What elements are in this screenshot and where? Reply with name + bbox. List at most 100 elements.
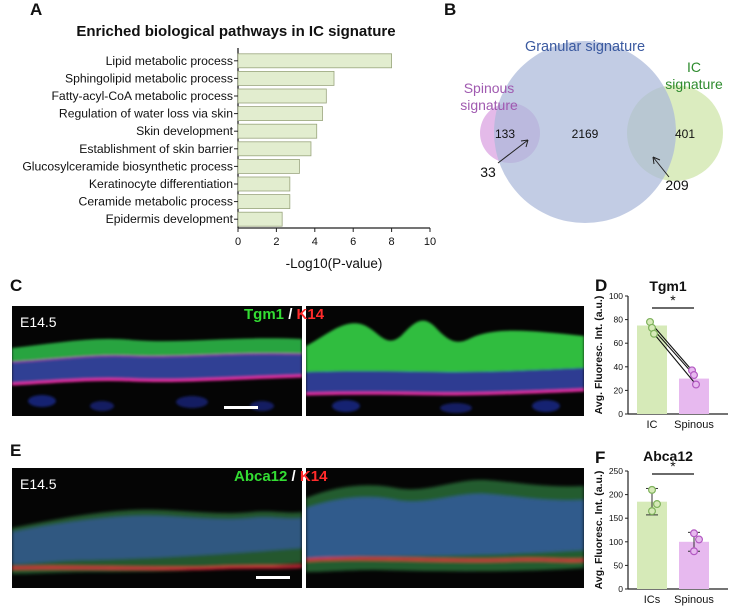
small-chart-y-tick-label: 200 xyxy=(609,490,623,500)
chart-a-bar xyxy=(237,123,318,139)
chart-a-pathways: Enriched biological pathways in IC signa… xyxy=(22,23,436,271)
micrograph-e-left: E14.5 xyxy=(12,468,302,588)
chart-a-bar xyxy=(237,71,335,86)
panel-letter-c: C xyxy=(10,276,23,295)
small-chart-data-point xyxy=(689,371,698,380)
chart-a-bar xyxy=(237,194,291,210)
chart-a-x-tick-label: 4 xyxy=(312,236,318,248)
venn-label-spinous-2: signature xyxy=(460,97,518,113)
small-chart-significance-star: * xyxy=(670,458,676,474)
small-chart-title: Abca12 xyxy=(643,448,693,464)
small-chart-pair-line xyxy=(651,327,695,376)
chart-a-bar xyxy=(237,176,291,192)
small-chart-y-tick-label: 100 xyxy=(609,291,623,301)
stage-label-c: E14.5 xyxy=(20,314,57,330)
stage-label-e: E14.5 xyxy=(20,476,57,492)
small-chart-significance-star: * xyxy=(670,292,676,308)
marker-slash-e: / xyxy=(291,468,296,485)
marker-label-c: Tgm1 / K14 xyxy=(244,306,324,323)
chart-a-category-label: Epidermis development xyxy=(106,212,234,226)
small-chart-x-tick-label: Spinous xyxy=(674,419,714,431)
chart-a-bar xyxy=(237,53,393,69)
chart-a-category-label: Fatty-acyl-CoA metabolic process xyxy=(51,89,233,103)
small-chart-y-tick-label: 80 xyxy=(614,315,624,325)
panel-letter-a: A xyxy=(30,0,43,19)
venn-diagram-signatures: Granular signatureSpinoussignatureICsign… xyxy=(460,39,723,223)
small-chart-y-axis-label: Avg. Fluoresc. Int. (a.u.) xyxy=(593,296,605,415)
venn-label-spinous-1: Spinous xyxy=(464,80,515,96)
small-chart-data-point xyxy=(649,329,658,338)
venn-count-granular-only: 2169 xyxy=(572,127,599,141)
small-chart-data-point xyxy=(647,485,656,494)
venn-circle-granular xyxy=(494,41,676,223)
venn-count-spinous-granular: 33 xyxy=(480,164,496,180)
chart-a-title: Enriched biological pathways in IC signa… xyxy=(76,23,395,40)
small-chart-y-tick-label: 60 xyxy=(614,338,624,348)
venn-count-granular-ic: 209 xyxy=(665,177,689,193)
marker-label-e: Abca12 / K14 xyxy=(234,468,327,485)
small-chart-data-point xyxy=(694,535,703,544)
small-chart-bar xyxy=(637,325,667,414)
marker2-label-e: K14 xyxy=(299,468,328,485)
small-chart-y-tick-label: 100 xyxy=(609,537,623,547)
chart-a-category-label: Ceramide metabolic process xyxy=(79,195,233,209)
marker2-label-c: K14 xyxy=(296,306,325,323)
panel-letter-d: D xyxy=(595,276,608,295)
venn-count-spinous-only: 133 xyxy=(495,127,515,141)
venn-arrowhead-209 xyxy=(652,156,661,165)
small-chart-y-tick-label: 50 xyxy=(614,560,624,570)
small-chart-y-tick-label: 40 xyxy=(614,362,624,372)
small-chart-data-point xyxy=(647,507,656,516)
venn-label-ic-2: signature xyxy=(665,76,723,92)
small-chart-data-point xyxy=(689,547,698,556)
panel-letter-b: B xyxy=(444,0,457,19)
chart-a-bar xyxy=(237,141,312,157)
marker1-label-c: Tgm1 xyxy=(244,306,285,323)
chart-a-bar xyxy=(237,88,327,104)
chart-a-category-label: Establishment of skin barrier xyxy=(79,142,233,156)
chart-f-abca12: Abca12 0 50 100 150 200 250 Avg. Fluoresc. Int.… xyxy=(593,448,728,606)
small-chart-y-tick-label: 0 xyxy=(618,584,623,594)
small-chart-y-tick-label: 250 xyxy=(609,466,623,476)
small-chart-data-point xyxy=(691,380,700,389)
small-chart-title: Tgm1 xyxy=(649,278,687,294)
chart-a-category-label: Regulation of water loss via skin xyxy=(59,107,233,121)
chart-a-x-tick-label: 0 xyxy=(235,236,241,248)
small-chart-pair-line xyxy=(653,333,697,385)
small-chart-bar xyxy=(637,501,667,589)
small-chart-y-tick-label: 0 xyxy=(618,409,623,419)
small-chart-y-tick-label: 20 xyxy=(614,385,624,395)
marker-slash-c: / xyxy=(288,306,293,323)
chart-a-x-axis-label: -Log10(P-value) xyxy=(286,256,383,271)
venn-arrow-209 xyxy=(652,156,670,178)
chart-a-category-label: Skin development xyxy=(136,124,233,138)
micrograph-c-right xyxy=(306,306,584,416)
scale-bar-c xyxy=(224,406,258,409)
chart-a-bar xyxy=(237,106,323,121)
venn-arrowhead-33 xyxy=(520,139,529,148)
chart-a-x-tick-label: 6 xyxy=(350,236,356,248)
small-chart-y-tick-label: 150 xyxy=(609,513,623,523)
micrograph-c-left: E14.5 xyxy=(12,306,302,416)
small-chart-y-axis-label: Avg. Fluoresc. Int. (a.u.) xyxy=(593,471,605,590)
chart-a-category-label: Sphingolipid metabolic process xyxy=(65,71,233,85)
chart-a-category-label: Keratinocyte differentiation xyxy=(89,177,233,191)
small-chart-data-point xyxy=(652,500,661,509)
scale-bar-e xyxy=(256,576,290,579)
chart-a-x-tick-label: 10 xyxy=(424,236,436,248)
marker1-label-e: Abca12 xyxy=(234,468,288,485)
venn-count-ic-only: 401 xyxy=(675,127,695,141)
chart-a-bar xyxy=(237,158,300,174)
venn-label-granular: Granular signature xyxy=(525,39,645,55)
small-chart-data-point xyxy=(689,529,698,538)
chart-a-x-tick-label: 2 xyxy=(273,236,279,248)
micrograph-e-right xyxy=(306,468,584,588)
chart-a-bar xyxy=(237,211,283,227)
small-chart-pair-line xyxy=(649,321,693,371)
panel-letter-e: E xyxy=(10,441,22,460)
venn-label-ic-1: IC xyxy=(687,59,701,75)
chart-d-tgm1: Tgm1 0 20 40 60 80 100 Avg. Fluoresc. Int. (a.u… xyxy=(593,278,728,431)
small-chart-x-tick-label: IC xyxy=(647,419,658,431)
small-chart-x-tick-label: Spinous xyxy=(674,594,714,606)
small-chart-x-tick-label: ICs xyxy=(644,594,661,606)
